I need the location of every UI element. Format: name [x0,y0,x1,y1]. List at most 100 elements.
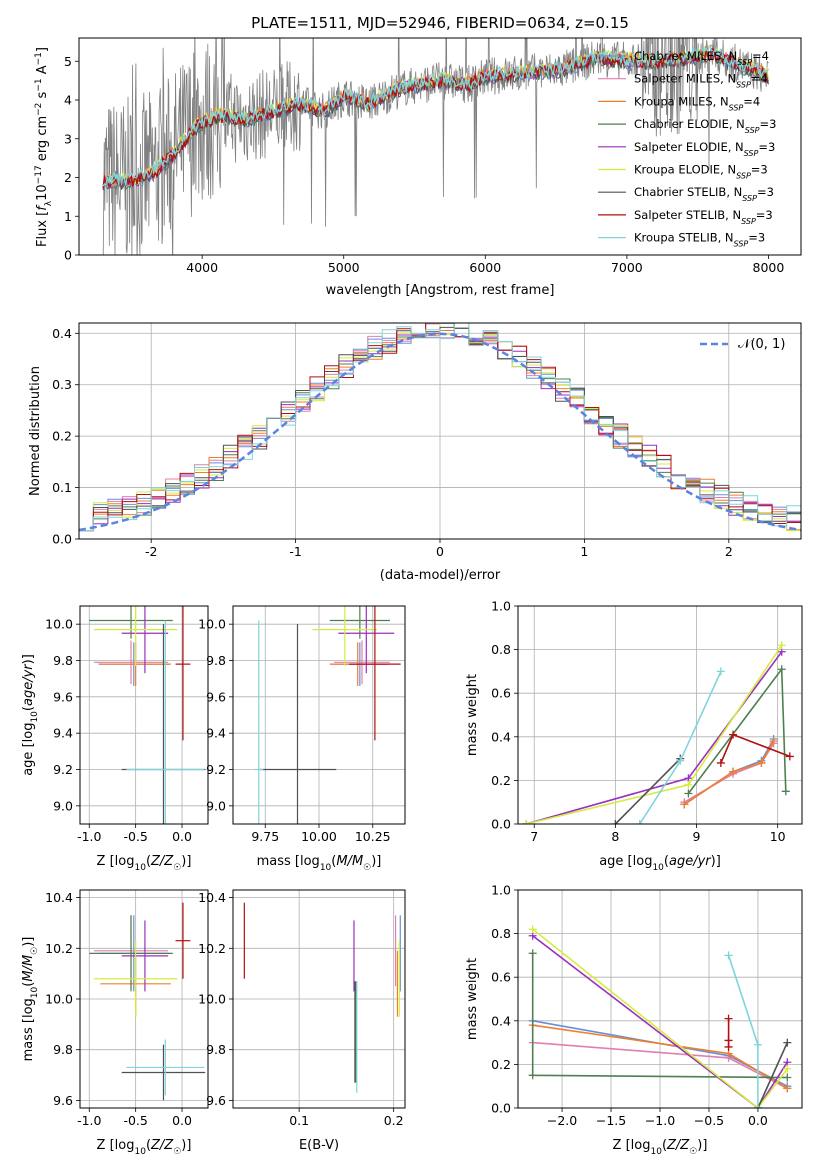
weight-series [522,641,786,824]
weight-marker [753,1040,762,1049]
weight-line [525,644,783,824]
weight-line [683,740,775,806]
legend-label: Salpeter MILES, NSSP=4 [634,72,768,90]
x-tick-label: 10.00 [301,829,337,844]
weight-line [687,666,787,794]
weight-line [683,742,775,803]
y-tick-label: 9.6 [206,689,226,704]
weight-marker [729,730,738,739]
x-axis-label: E(B-V) [299,1138,339,1153]
weight-marker [684,780,693,789]
x-tick-label: 7 [530,829,538,844]
plot-area-residuals [79,323,801,532]
x-tick-label: 0.1 [289,1113,309,1128]
panel-weight-vs-age: 7 8 9 10 0.0 0.2 0.4 0.6 0.8 1.0 age [log10(age/yr… [465,599,803,873]
weight-marker [724,1042,733,1051]
weight-line [532,928,788,1108]
y-tick-label: 0.4 [52,326,72,341]
axes-frame [232,605,406,825]
errorbar-point [258,624,337,824]
x-tick-label: 6000 [469,260,501,275]
histogram-salpeter-stelib [79,323,801,531]
y-tick-label: 0.0 [491,1101,511,1116]
weight-marker [716,758,725,767]
errorbar-point [121,1044,206,1101]
y-tick-label: 0.0 [52,532,72,547]
x-tick-label: 9 [693,829,701,844]
weight-marker [724,951,733,960]
y-tick-label: 2 [64,170,72,185]
y-tick-label: 0.6 [491,970,511,985]
weight-marker [729,767,738,776]
plot-area-weight-vs-age [522,641,794,824]
axes-frame [232,889,406,1109]
y-tick-label: 0.8 [491,926,511,941]
weight-marker [528,949,537,958]
x-axis-label: wavelength [Angstrom, rest frame] [326,283,555,298]
x-tick-label: 7000 [611,260,643,275]
x-tick-label: 1 [580,544,588,559]
plot-area-mass-vs-ebv [243,902,401,1093]
x-tick-label: 0 [436,544,444,559]
y-tick-label: 9.0 [53,798,73,813]
errorbar-point [254,620,264,824]
x-tick-label: 2 [725,544,733,559]
errorbar-point [334,640,390,685]
plot-area-age-vs-Z [89,606,206,824]
weight-series [611,754,685,824]
y-tick-label: 9.4 [206,726,226,741]
y-tick-label: 10.0 [198,992,226,1007]
y-tick-label: 9.4 [53,726,73,741]
weight-marker [781,787,790,796]
y-tick-label: 0.2 [491,773,511,788]
weight-marker [680,800,689,809]
y-tick-label: 0.6 [491,686,511,701]
axes-frame [517,889,803,1109]
panel-residuals: -2 -1 0 1 2 0.0 0.1 0.2 0.3 0.4 𝒩(0, 1) (data-model… [28,322,802,583]
spectrum-legend: Chabrier MILES, NSSP=4 Salpeter MILES, NS… [598,49,776,248]
y-tick-label: 10.0 [45,992,73,1007]
weight-marker [777,665,786,674]
x-tick-label: 8 [611,829,619,844]
errorbar-point [126,620,205,824]
legend-label: Kroupa MILES, NSSP=4 [634,94,760,112]
weight-marker [724,1014,733,1023]
y-axis-label: Flux [fλ10−17 erg cm−2 s−1 A−1] [34,47,54,247]
x-tick-label: 0.0 [748,1113,768,1128]
y-tick-label: 0.0 [491,817,511,832]
y-tick-label: 0.2 [52,429,72,444]
y-tick-label: 0 [64,248,72,263]
axes-frame [517,605,803,825]
x-tick-label: -1.0 [77,829,101,844]
panel-weight-vs-Z: −2.0 −1.5 −1.0 −0.5 0.0 0.0 0.2 0.4 0.6 0.8 1.0 Z [… [465,883,803,1157]
errorbar-point [175,606,191,741]
weight-marker [522,820,531,824]
x-tick-label: 8000 [753,260,785,275]
y-tick-label: 4 [64,93,72,108]
x-tick-label: −0.5 [694,1113,724,1128]
weight-marker [611,820,620,824]
y-tick-label: 1.0 [491,599,511,614]
legend-label: Kroupa ELODIE, NSSP=3 [634,163,768,181]
x-tick-label: -1 [289,544,301,559]
y-tick-label: 3 [64,131,72,146]
weight-series [684,665,790,798]
x-tick-label: -1.0 [77,1113,101,1128]
y-tick-label: 9.2 [206,762,226,777]
y-axis-label: mass [log10(M/M☉)] [21,937,40,1062]
plot-area-mass-vs-Z [89,902,206,1101]
errorbar-point [175,902,191,979]
plot-area-weight-vs-Z [528,925,792,1108]
y-tick-label: 0.8 [491,642,511,657]
plot-area-age-vs-mass [254,606,401,824]
errorbar-point [121,606,169,674]
y-axis-label: age [log10(age/yr)] [21,654,40,776]
axes-frame [78,322,802,540]
panel-spectrum: 4000 5000 6000 7000 8000 0 1 2 3 4 5 Chabrier MILES… [34,37,802,298]
legend-label: Salpeter STELIB, NSSP=3 [634,208,773,226]
y-tick-label: 1 [64,209,72,224]
y-tick-label: 9.8 [206,1042,226,1057]
y-tick-label: 9.8 [53,653,73,668]
errorbar-point [89,915,173,992]
